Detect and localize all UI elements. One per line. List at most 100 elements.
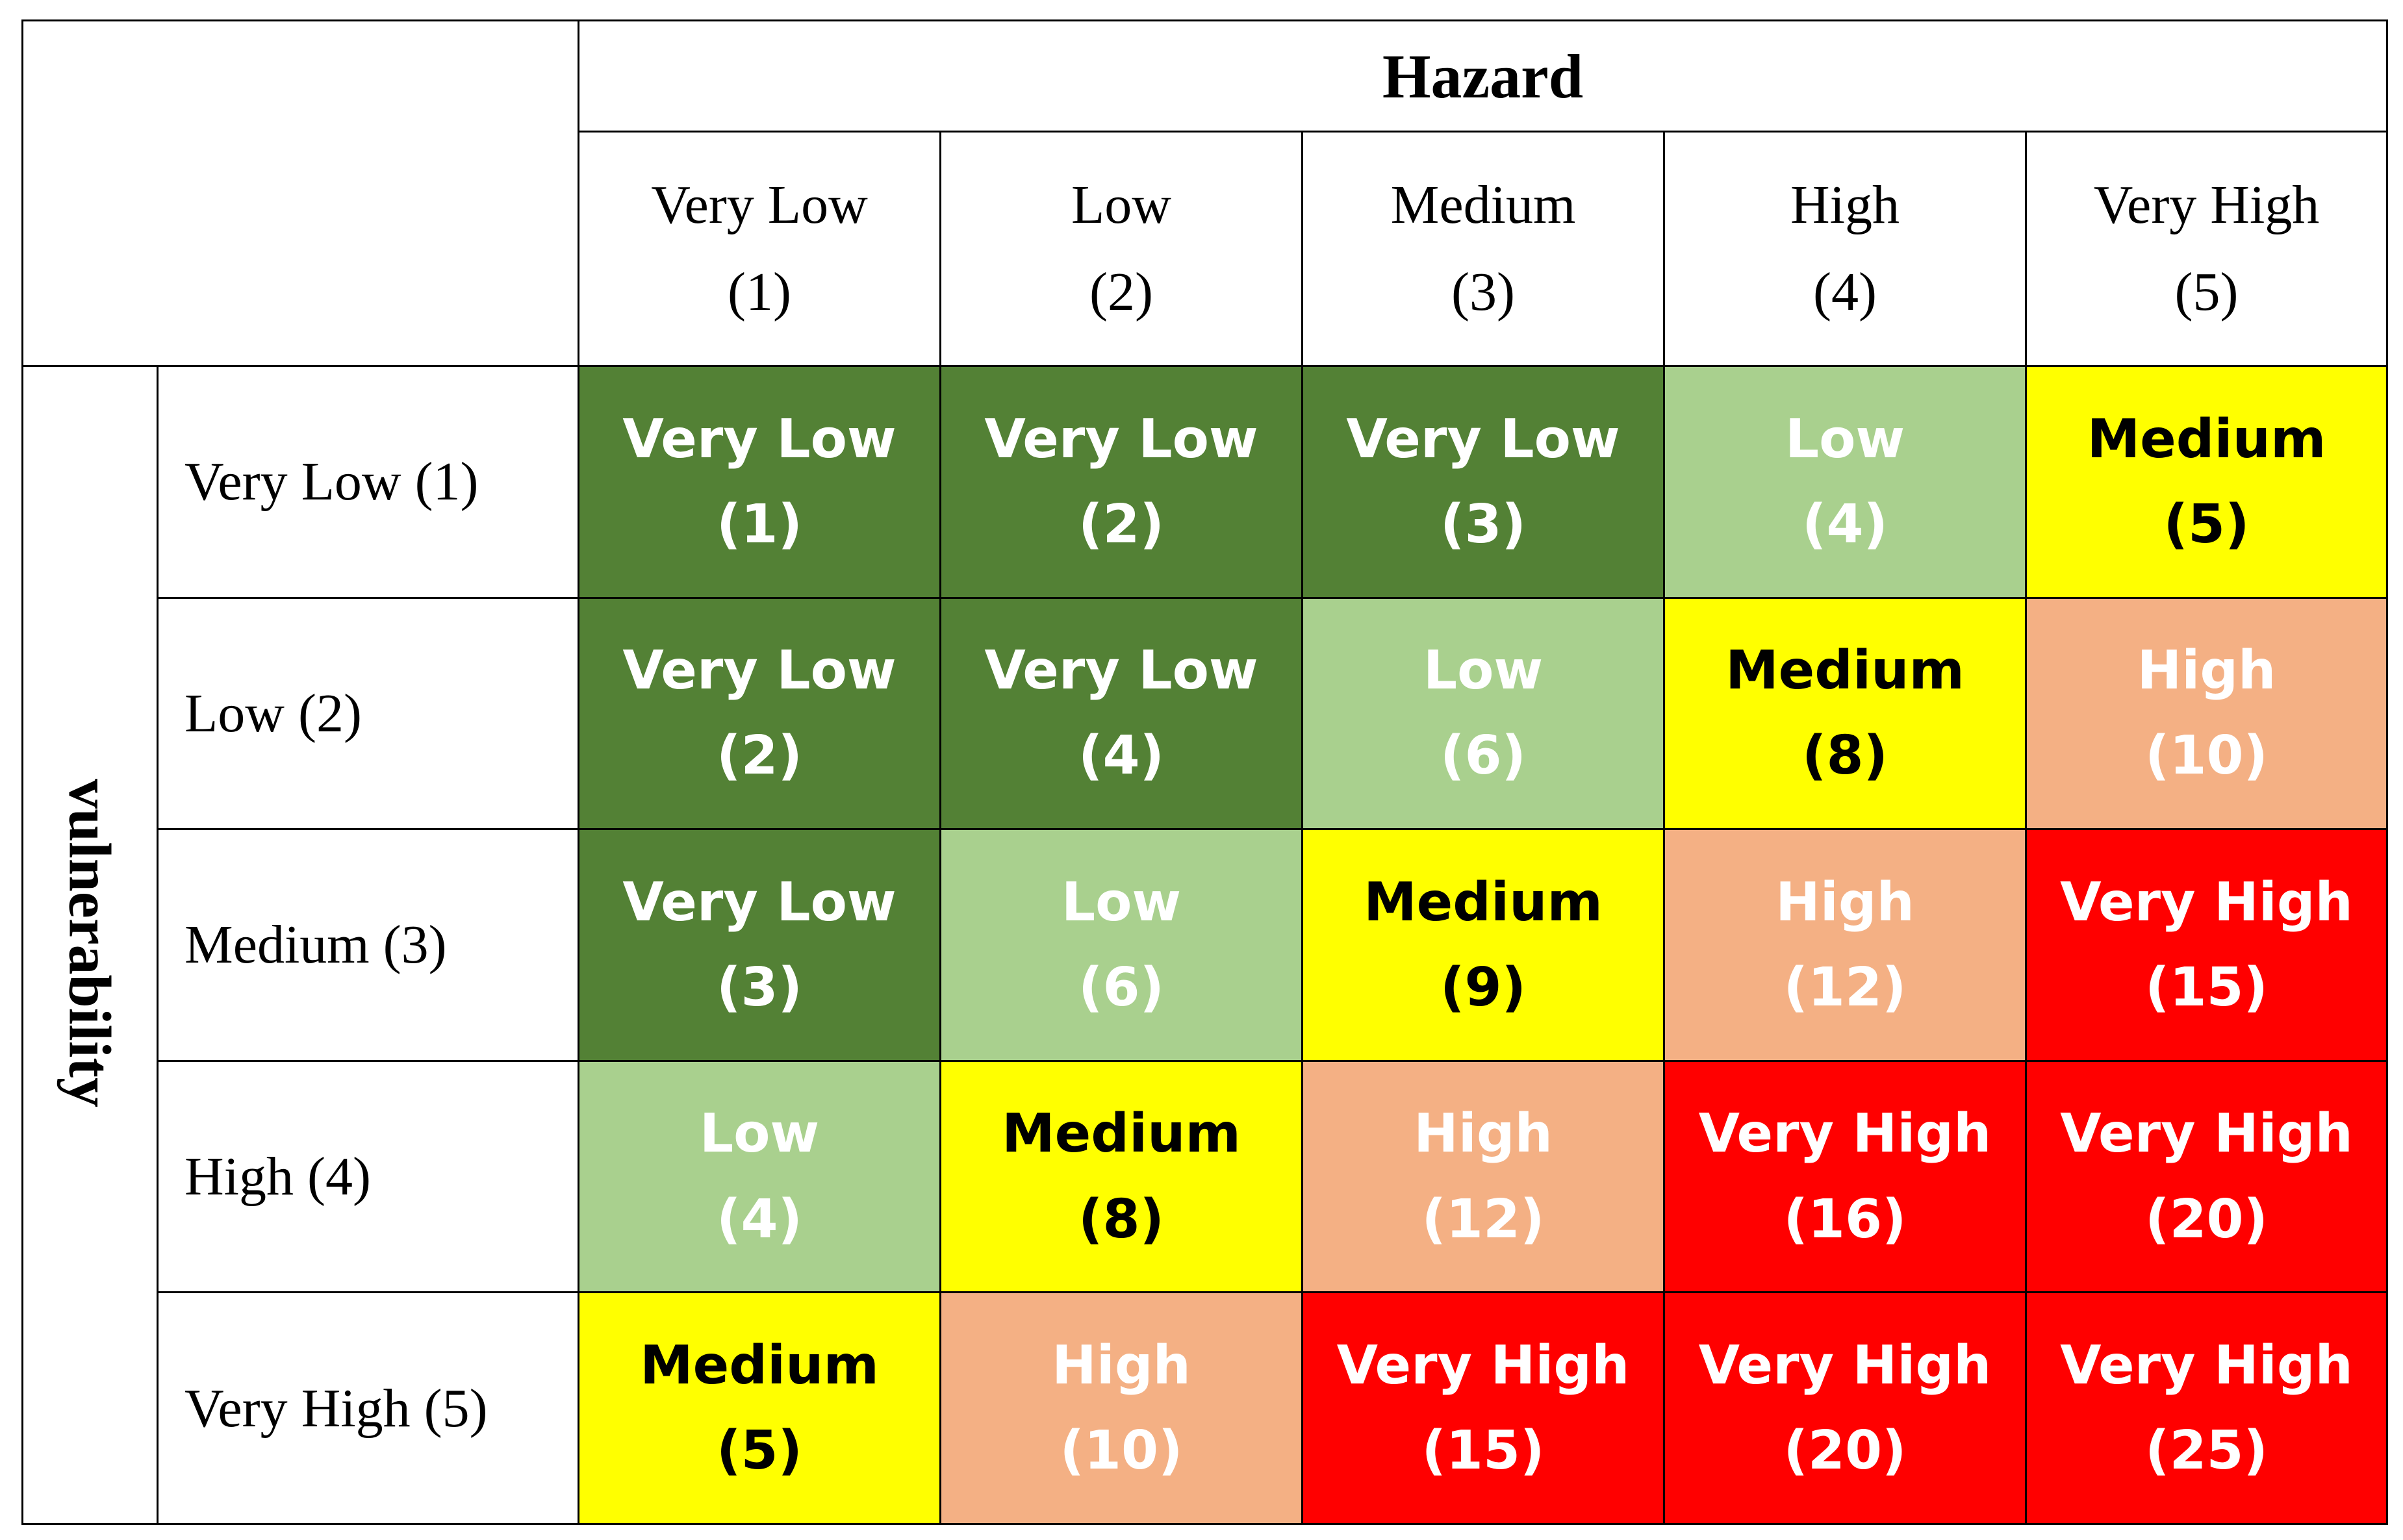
vulnerability-level-label: Very Low (1): [157, 364, 579, 599]
risk-cell: Low (4): [578, 1059, 941, 1294]
risk-score-value: (12): [1783, 956, 1907, 1018]
risk-level-label: Very Low: [984, 408, 1258, 470]
risk-score-value: (8): [1801, 725, 1888, 787]
hazard-level-score: (1): [728, 262, 791, 323]
hazard-level-score: (3): [1451, 262, 1515, 323]
risk-score-value: (3): [1440, 493, 1526, 555]
risk-cell: Very Low (2): [939, 364, 1303, 599]
risk-cell: Medium (5): [2024, 364, 2389, 599]
risk-cell: Low (6): [1301, 596, 1665, 831]
risk-level-label: Low: [1785, 408, 1905, 470]
vulnerability-level-label: Low (2): [157, 596, 579, 831]
risk-level-label: High: [1775, 871, 1914, 933]
risk-score-value: (4): [716, 1188, 802, 1250]
hazard-level-label: Low: [1071, 174, 1171, 235]
vulnerability-level-label: High (4): [157, 1059, 579, 1294]
risk-score-value: (20): [1783, 1420, 1907, 1482]
risk-score-value: (2): [716, 725, 802, 787]
risk-cell: Very Low (1): [578, 364, 941, 599]
corner-cell: [21, 19, 579, 367]
risk-level-label: Very Low: [984, 640, 1258, 702]
hazard-level-label: Medium: [1390, 174, 1576, 235]
risk-level-label: High: [1052, 1334, 1191, 1396]
vulnerability-row: High (4) Low (4) Medium (8) High (12) Very High…: [23, 1059, 2389, 1294]
risk-cell: High (12): [1663, 828, 2027, 1062]
risk-level-label: Medium: [2087, 408, 2326, 470]
vulnerability-row: Medium (3) Very Low (3) Low (6) Medium (9) High…: [23, 828, 2389, 1062]
risk-level-label: Very Low: [622, 640, 896, 702]
risk-cell: Medium (9): [1301, 828, 1665, 1062]
risk-score-value: (10): [2144, 725, 2269, 787]
risk-score-value: (15): [2144, 956, 2269, 1018]
vulnerability-level-label: Very High (5): [157, 1291, 579, 1525]
risk-level-label: Medium: [640, 1334, 879, 1396]
hazard-level-header: Medium (3): [1301, 131, 1665, 367]
risk-cell: Very Low (3): [578, 828, 941, 1062]
hazard-level-score: (2): [1089, 262, 1153, 323]
hazard-level-score: (4): [1813, 262, 1877, 323]
risk-score-value: (5): [716, 1420, 802, 1482]
risk-level-label: Medium: [1725, 640, 1964, 702]
risk-cell: High (12): [1301, 1059, 1665, 1294]
hazard-level-label: High: [1790, 174, 1900, 235]
risk-score-value: (20): [2144, 1188, 2269, 1250]
risk-score-value: (15): [1421, 1420, 1545, 1482]
risk-score-value: (5): [2163, 493, 2250, 555]
risk-cell: Medium (8): [939, 1059, 1303, 1294]
risk-cell: Very High (15): [1301, 1291, 1665, 1525]
hazard-axis-title: Hazard: [577, 19, 2389, 133]
risk-cell: Very High (25): [2024, 1291, 2389, 1525]
risk-level-label: Low: [699, 1103, 820, 1165]
risk-score-value: (16): [1783, 1188, 1907, 1250]
hazard-level-header: High (4): [1663, 131, 2027, 367]
risk-cell: Very High (16): [1663, 1059, 2027, 1294]
vulnerability-row: Very High (5) Medium (5) High (10) Very High (…: [23, 1291, 2389, 1525]
risk-matrix-table: Hazard Very Low (1) Low (2) Medium (3) High (4)…: [21, 19, 2389, 1526]
risk-level-label: Very High: [1698, 1334, 1992, 1396]
risk-level-label: Very High: [2060, 1334, 2353, 1396]
vulnerability-axis-title: vulnerability: [57, 779, 123, 1108]
risk-score-value: (1): [716, 493, 802, 555]
vulnerability-row: Low (2) Very Low (2) Very Low (4) Low (6) Mediu…: [23, 596, 2389, 831]
risk-score-value: (2): [1078, 493, 1164, 555]
vulnerability-level-label: Medium (3): [157, 828, 579, 1062]
risk-cell: Very Low (2): [578, 596, 941, 831]
risk-score-value: (12): [1421, 1188, 1545, 1250]
risk-cell: Low (4): [1663, 364, 2027, 599]
risk-cell: High (10): [939, 1291, 1303, 1525]
risk-level-label: High: [1414, 1103, 1553, 1165]
vulnerability-axis-title-cell: vulnerability: [21, 364, 159, 1526]
risk-cell: Very High (15): [2024, 828, 2389, 1062]
risk-score-value: (8): [1078, 1188, 1164, 1250]
risk-level-label: Low: [1061, 871, 1182, 933]
risk-cell: Very Low (3): [1301, 364, 1665, 599]
risk-level-label: Very Low: [622, 408, 896, 470]
hazard-level-header: Very High (5): [2024, 131, 2389, 367]
risk-cell: Medium (8): [1663, 596, 2027, 831]
hazard-level-label: Very High: [2093, 174, 2320, 235]
risk-cell: High (10): [2024, 596, 2389, 831]
risk-score-value: (25): [2144, 1420, 2269, 1482]
risk-score-value: (3): [716, 956, 802, 1018]
risk-level-label: Low: [1423, 640, 1544, 702]
hazard-level-header-row: Very Low (1) Low (2) Medium (3) High (4) Very Hi…: [23, 131, 2389, 367]
risk-score-value: (4): [1801, 493, 1888, 555]
risk-level-label: Very High: [1698, 1103, 1992, 1165]
risk-score-value: (4): [1078, 725, 1164, 787]
risk-cell: Low (6): [939, 828, 1303, 1062]
risk-score-value: (10): [1060, 1420, 1183, 1482]
risk-cell: Very High (20): [2024, 1059, 2389, 1294]
hazard-title-row: Hazard: [21, 19, 2389, 367]
hazard-level-header: Very Low (1): [578, 131, 941, 367]
risk-score-value: (6): [1078, 956, 1164, 1018]
risk-cell: Very Low (4): [939, 596, 1303, 831]
risk-level-label: High: [2137, 640, 2276, 702]
risk-level-label: Very Low: [622, 871, 896, 933]
risk-level-label: Very Low: [1346, 408, 1620, 470]
hazard-level-label: Very Low: [651, 174, 868, 235]
risk-level-label: Very High: [2060, 871, 2353, 933]
hazard-level-header: Low (2): [939, 131, 1303, 367]
risk-level-label: Very High: [1336, 1334, 1630, 1396]
risk-score-value: (9): [1440, 956, 1526, 1018]
hazard-level-score: (5): [2174, 262, 2239, 323]
